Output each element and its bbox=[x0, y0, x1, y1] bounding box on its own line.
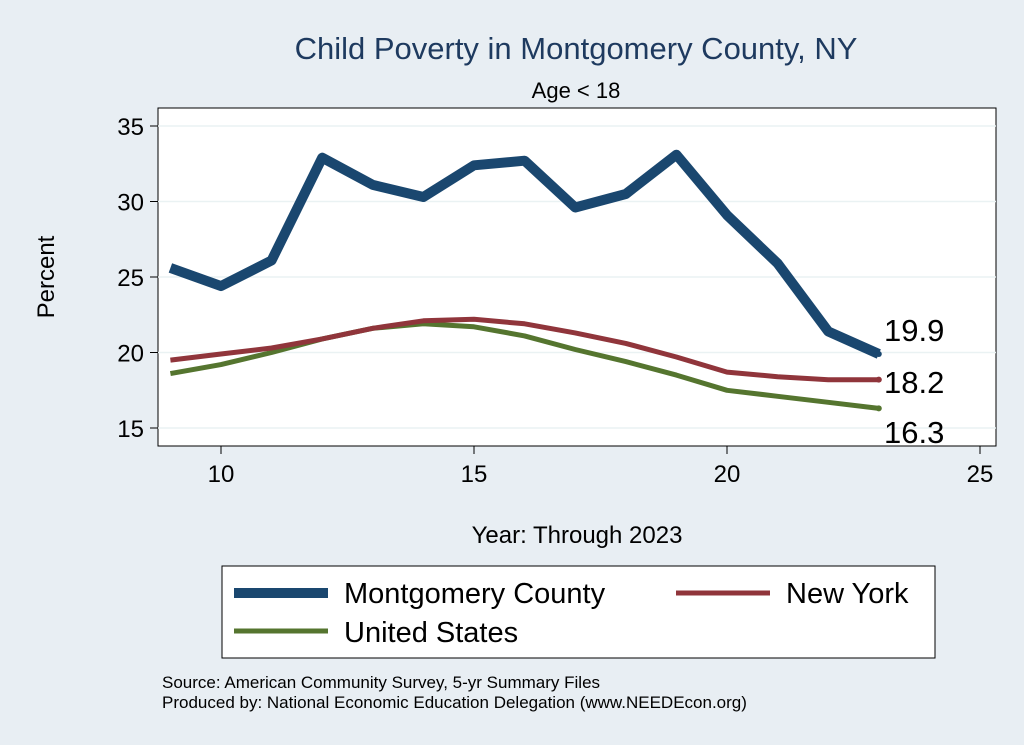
source-note: Source: American Community Survey, 5-yr … bbox=[162, 673, 600, 692]
series-end-point bbox=[875, 405, 882, 412]
axes: 15 20 25 30 35 10 15 20 25 bbox=[117, 114, 993, 488]
y-tick-label: 25 bbox=[117, 265, 144, 292]
series-line-united-states bbox=[169, 321, 880, 411]
series-end-point bbox=[875, 351, 882, 358]
chart-title: Child Poverty in Montgomery County, NY bbox=[295, 31, 858, 66]
end-label-new-york: 18.2 bbox=[884, 365, 944, 400]
chart-subtitle: Age < 18 bbox=[532, 78, 621, 103]
x-tick-label: 20 bbox=[714, 461, 741, 488]
y-tick-label: 15 bbox=[117, 416, 144, 443]
series-end-point bbox=[875, 376, 882, 383]
x-tick-label: 25 bbox=[967, 461, 994, 488]
legend-box bbox=[221, 565, 936, 659]
end-labels: 19.9 18.2 16.3 bbox=[884, 313, 944, 450]
x-tick-label: 15 bbox=[461, 461, 488, 488]
y-axis-title: Percent bbox=[33, 235, 60, 318]
end-label-montgomery-county: 19.9 bbox=[884, 313, 944, 348]
legend-label-new-york: New York bbox=[786, 578, 909, 610]
series-lines bbox=[168, 149, 882, 412]
y-tick-label: 30 bbox=[117, 190, 144, 217]
y-tick-label: 20 bbox=[117, 341, 144, 368]
legend: Montgomery County New York United States bbox=[221, 565, 936, 659]
end-label-united-states: 16.3 bbox=[884, 415, 944, 450]
series-line-montgomery-county bbox=[168, 149, 881, 359]
y-tick-label: 35 bbox=[117, 114, 144, 141]
x-tick-label: 10 bbox=[208, 461, 235, 488]
legend-label-montgomery-county: Montgomery County bbox=[344, 578, 606, 610]
x-axis-title: Year: Through 2023 bbox=[472, 522, 683, 549]
legend-label-united-states: United States bbox=[344, 617, 518, 649]
series-line-new-york bbox=[170, 316, 879, 383]
producer-note: Produced by: National Economic Education… bbox=[162, 693, 747, 712]
